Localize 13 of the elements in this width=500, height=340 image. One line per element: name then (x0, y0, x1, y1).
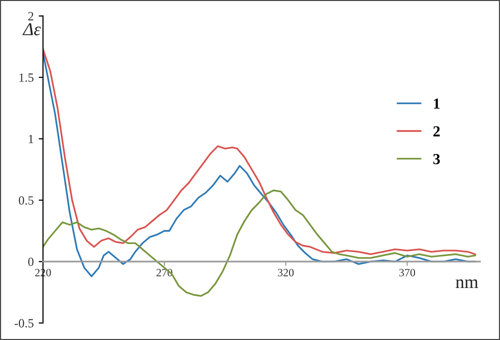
y-tick-label: 2 (28, 12, 34, 20)
y-tick-label: 1 (28, 134, 34, 144)
y-axis-title: Δε (22, 23, 41, 36)
legend-label: 1 (434, 98, 440, 109)
x-axis-title: nm (456, 279, 478, 288)
x-tick-label: 320 (278, 268, 294, 276)
y-tick-label: 0 (28, 258, 34, 266)
x-tick-label: 370 (399, 268, 416, 276)
legend-label: 2 (433, 126, 440, 136)
y-tick-label: -0.5 (14, 319, 34, 328)
legend-label: 3 (433, 154, 440, 164)
y-tick-label: 0.5 (18, 196, 34, 205)
y-tick-label: 1.5 (19, 73, 34, 82)
